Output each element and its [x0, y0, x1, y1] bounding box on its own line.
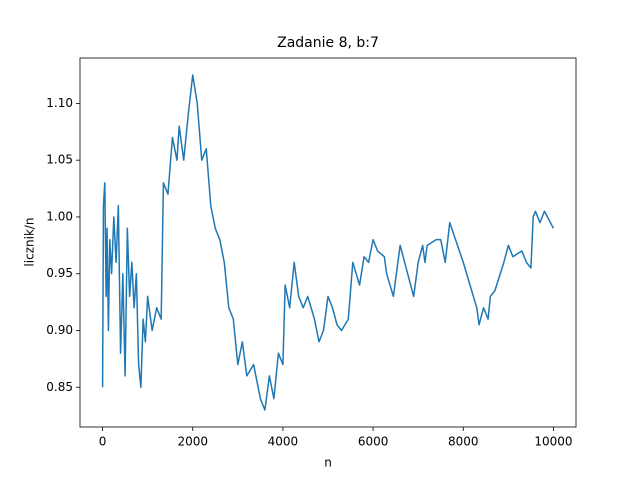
y-tick-label: 1.10 — [46, 96, 73, 110]
y-tick-label: 0.95 — [46, 266, 73, 280]
data-line — [101, 74, 555, 411]
chart-title: Zadanie 8, b:7 — [277, 35, 379, 51]
y-tick-label: 0.90 — [46, 323, 73, 337]
x-tick-label: 2000 — [177, 435, 208, 449]
x-tick-label: 4000 — [268, 435, 299, 449]
y-tick-label: 1.05 — [46, 153, 73, 167]
x-tick-label: 8000 — [448, 435, 479, 449]
y-tick-label: 0.85 — [46, 380, 73, 394]
y-tick-label: 1.00 — [46, 209, 73, 223]
x-tick-label: 10000 — [534, 435, 572, 449]
x-tick-label: 0 — [99, 435, 107, 449]
y-axis-label: licznik/n — [23, 217, 37, 266]
x-axis-label: n — [324, 456, 332, 470]
x-tick-label: 6000 — [358, 435, 389, 449]
plot-frame — [79, 57, 577, 428]
